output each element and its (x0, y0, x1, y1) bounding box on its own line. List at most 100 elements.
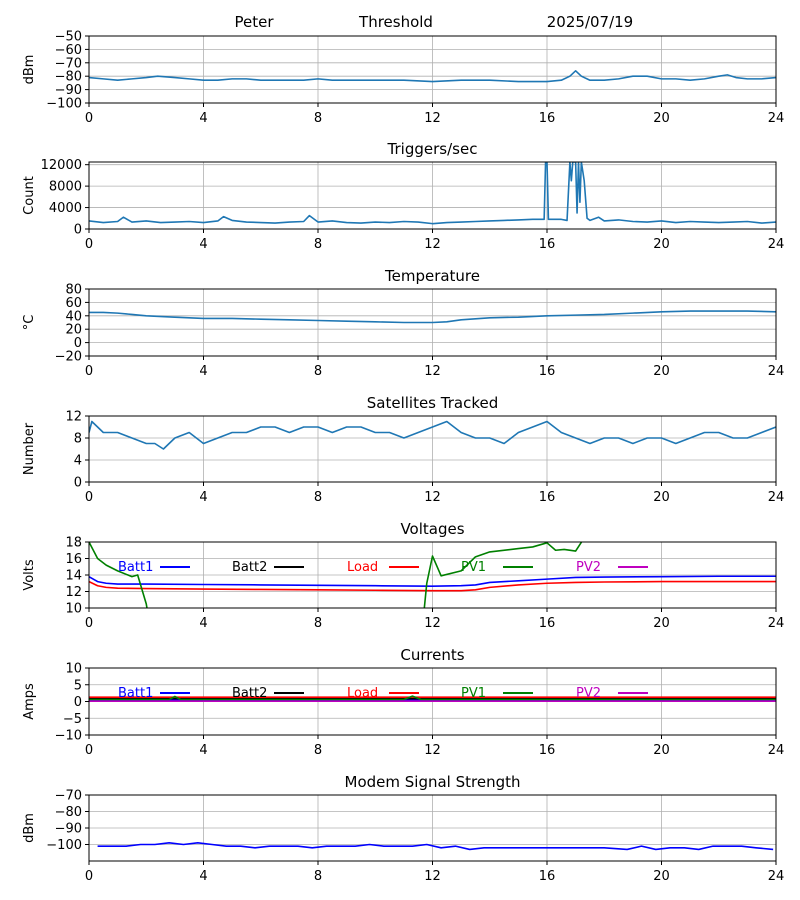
x-tick-label-0-16: 16 (539, 111, 556, 126)
header-mode: Threshold (358, 13, 433, 31)
panel-title-2: Temperature (384, 267, 480, 285)
x-tick-label-6-8: 8 (314, 869, 322, 884)
y-axis-label-3: Number (22, 422, 37, 475)
series-line-1-0 (89, 162, 776, 225)
x-tick-label-6-12: 12 (424, 869, 441, 884)
y-axis-label-1: Count (22, 176, 37, 215)
panel-title-3: Satellites Tracked (367, 394, 498, 412)
x-tick-label-5-4: 4 (199, 743, 207, 758)
y-tick-label-3-0: 0 (74, 476, 82, 491)
y-axis-label-2: °C (22, 315, 37, 331)
x-tick-label-6-4: 4 (199, 869, 207, 884)
x-tick-label-0-4: 4 (199, 111, 207, 126)
y-tick-label-4-12: 12 (65, 585, 82, 600)
series-line-6-0 (97, 842, 774, 851)
x-tick-label-1-8: 8 (314, 237, 322, 252)
x-tick-label-6-16: 16 (539, 869, 556, 884)
y-tick-label-2-0: 0 (74, 336, 82, 351)
y-tick-label-6--70: −70 (55, 789, 82, 804)
y-tick-label-2-20: 20 (65, 323, 82, 338)
panel-title-1: Triggers/sec (387, 140, 478, 158)
x-tick-label-2-8: 8 (314, 364, 322, 379)
series-group-5 (89, 695, 776, 702)
legend-label-4-batt2: Batt2 (232, 560, 267, 575)
x-tick-label-2-0: 0 (85, 364, 93, 379)
x-tick-label-3-16: 16 (539, 490, 556, 505)
x-tick-label-0-12: 12 (424, 111, 441, 126)
series-group-4 (89, 542, 776, 608)
y-axis-label-4: Volts (22, 559, 37, 591)
y-tick-label-1-0: 0 (74, 223, 82, 238)
series-line-3-0 (89, 420, 776, 450)
y-tick-label-6--90: −90 (55, 822, 82, 837)
legend-label-5-pv1: PV1 (461, 686, 486, 701)
series-group-0 (89, 70, 776, 83)
y-tick-label-0--70: −70 (55, 56, 82, 71)
y-tick-label-0--100: −100 (46, 97, 82, 112)
y-tick-label-4-14: 14 (65, 569, 82, 584)
x-tick-label-0-24: 24 (768, 111, 785, 126)
x-tick-label-4-8: 8 (314, 616, 322, 631)
y-tick-label-1-12000: 12000 (41, 158, 82, 173)
x-tick-label-3-20: 20 (653, 490, 670, 505)
y-tick-label-1-8000: 8000 (49, 180, 82, 195)
x-tick-label-4-4: 4 (199, 616, 207, 631)
legend-label-4-load: Load (347, 560, 378, 575)
y-tick-label-2-60: 60 (65, 296, 82, 311)
y-axis-label-6: dBm (22, 813, 37, 843)
series-line-4-load (89, 580, 776, 592)
series-line-2-0 (89, 310, 776, 324)
y-tick-label-2-40: 40 (65, 309, 82, 324)
x-tick-label-1-4: 4 (199, 237, 207, 252)
header-date: 2025/07/19 (547, 13, 633, 31)
x-tick-label-4-20: 20 (653, 616, 670, 631)
x-tick-label-0-20: 20 (653, 111, 670, 126)
y-tick-label-2--20: −20 (55, 350, 82, 365)
series-group-1 (89, 162, 776, 225)
panel-3: 0 4 8 12 16 20 24 0 4 8 12 Satellites Tracked Number (22, 394, 784, 505)
x-tick-label-4-12: 12 (424, 616, 441, 631)
x-tick-label-1-16: 16 (539, 237, 556, 252)
x-tick-label-3-8: 8 (314, 490, 322, 505)
x-tick-label-2-16: 16 (539, 364, 556, 379)
x-tick-label-3-12: 12 (424, 490, 441, 505)
series-group-6 (97, 842, 774, 851)
series-group-2 (89, 310, 776, 324)
x-tick-label-5-8: 8 (314, 743, 322, 758)
panel-6: 0 4 8 12 16 20 24 −100−90 −80−70 Modem Signal Str… (22, 773, 784, 884)
y-tick-label-5--5: −5 (63, 712, 82, 727)
x-tick-label-6-24: 24 (768, 869, 785, 884)
x-tick-label-3-24: 24 (768, 490, 785, 505)
x-tick-label-4-16: 16 (539, 616, 556, 631)
x-tick-label-2-20: 20 (653, 364, 670, 379)
x-tick-label-6-0: 0 (85, 869, 93, 884)
y-tick-label-0--80: −80 (55, 70, 82, 85)
y-tick-label-0--60: −60 (55, 43, 82, 58)
x-tick-label-3-0: 0 (85, 490, 93, 505)
y-tick-label-6--80: −80 (55, 805, 82, 820)
legend-label-5-pv2: PV2 (576, 686, 601, 701)
legend-label-5-batt2: Batt2 (232, 686, 267, 701)
series-line-5-pv1 (89, 695, 776, 701)
x-tick-label-5-16: 16 (539, 743, 556, 758)
legend-4: Batt1 Batt2 Load PV1 PV2 (118, 560, 648, 575)
x-tick-label-5-20: 20 (653, 743, 670, 758)
y-tick-label-5-0: 0 (74, 695, 82, 710)
x-tick-label-1-20: 20 (653, 237, 670, 252)
series-group-3 (89, 420, 776, 450)
legend-label-4-batt1: Batt1 (118, 560, 153, 575)
x-tick-label-4-0: 0 (85, 616, 93, 631)
x-tick-label-1-24: 24 (768, 237, 785, 252)
chart-header: Peter Threshold 2025/07/19 (234, 13, 633, 31)
y-tick-label-2-80: 80 (65, 283, 82, 298)
x-tick-label-1-12: 12 (424, 237, 441, 252)
x-tick-label-0-8: 8 (314, 111, 322, 126)
panel-title-6: Modem Signal Strength (345, 773, 521, 791)
legend-5: Batt1 Batt2 Load PV1 PV2 (118, 686, 648, 701)
x-tick-label-2-12: 12 (424, 364, 441, 379)
series-line-4-pv1 (89, 542, 583, 608)
